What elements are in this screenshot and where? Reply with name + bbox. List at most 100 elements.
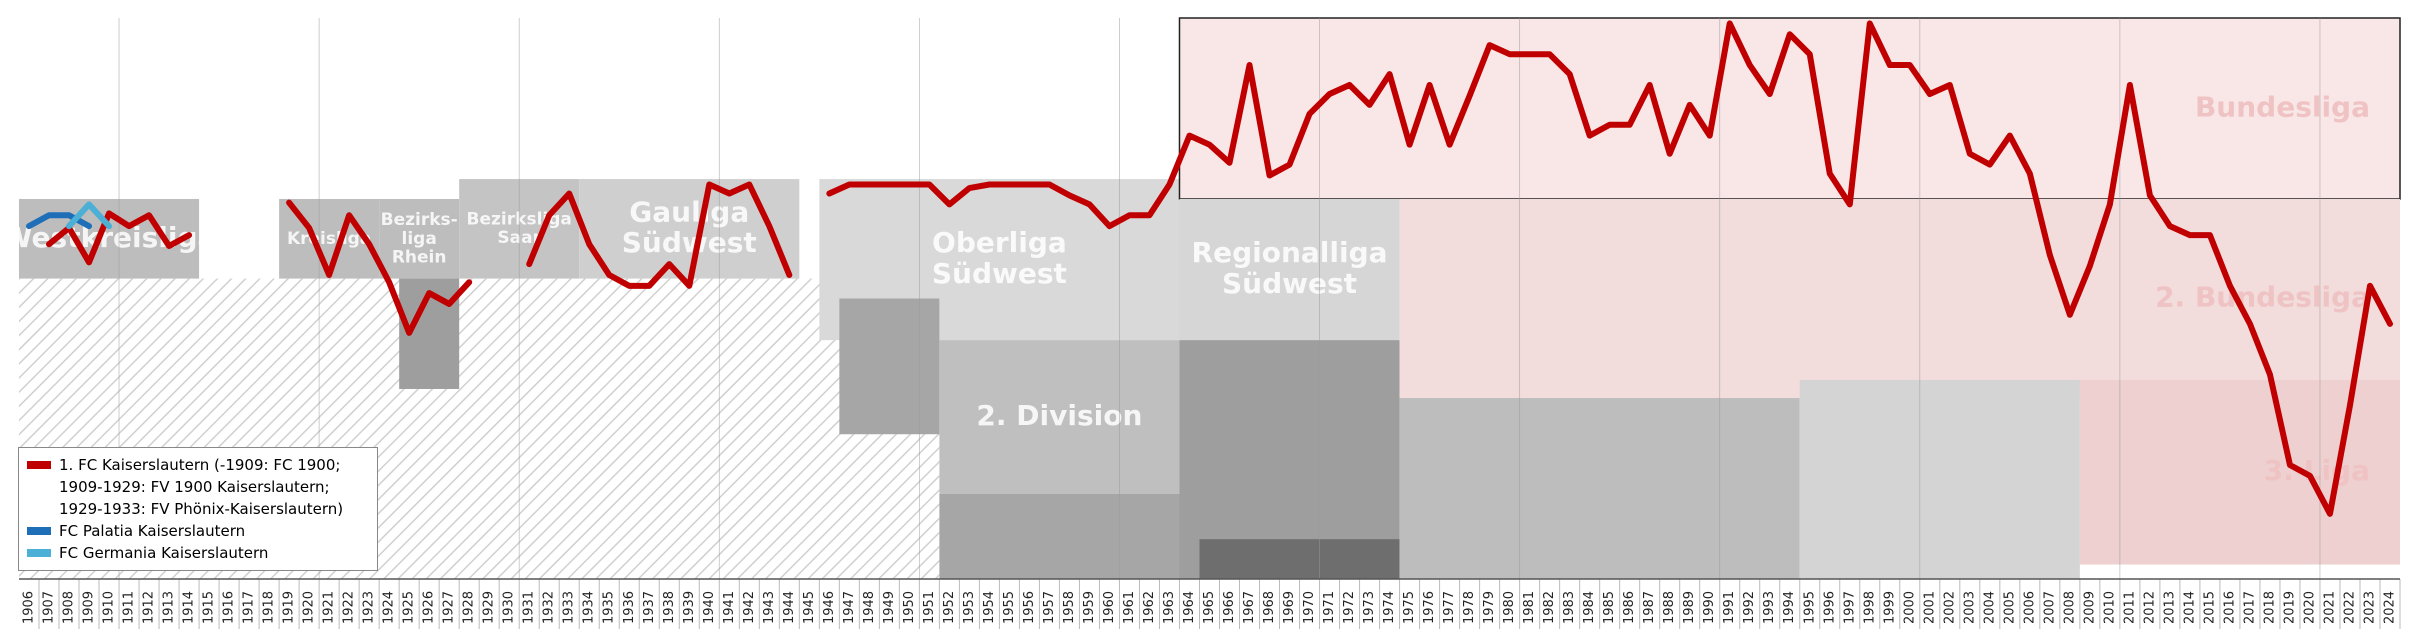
league-region <box>1179 18 2400 199</box>
region-label: 2. Division <box>976 399 1142 432</box>
x-tick-label: 1911 <box>122 591 137 624</box>
x-tick-label: 1910 <box>102 591 117 624</box>
league-region <box>1399 398 1800 579</box>
x-tick-label: 1944 <box>782 591 797 624</box>
x-tick-label: 2017 <box>2242 591 2257 624</box>
x-tick-label: 1962 <box>1142 591 1157 624</box>
league-region <box>579 179 800 279</box>
x-tick-label: 2016 <box>2222 591 2237 624</box>
x-tick-label: 2008 <box>2062 591 2077 624</box>
x-tick-label: 1926 <box>422 591 437 624</box>
league-region <box>379 198 460 279</box>
x-tick-label: 1916 <box>222 591 237 624</box>
legend-swatch <box>27 549 51 557</box>
x-tick-label: 2021 <box>2322 591 2337 624</box>
x-tick-label: 1956 <box>1022 591 1037 624</box>
x-tick-label: 1942 <box>742 591 757 624</box>
x-tick-label: 1907 <box>42 591 57 624</box>
x-tick-label: 1912 <box>142 591 157 624</box>
league-region <box>1799 379 2080 579</box>
x-tick-label: 1981 <box>1522 591 1537 624</box>
x-tick-label: 1994 <box>1782 591 1797 624</box>
x-tick-label: 2014 <box>2182 591 2197 624</box>
x-tick-label: 1915 <box>202 591 217 624</box>
x-tick-label: 1993 <box>1762 591 1777 624</box>
x-tick-label: 1925 <box>402 591 417 624</box>
x-tick-label: 1913 <box>162 591 177 624</box>
legend-label: 1. FC Kaiserslautern (-1909: FC 1900; 19… <box>59 456 344 518</box>
region-label: Kreisliga <box>287 229 371 249</box>
x-tick-label: 1906 <box>22 591 37 624</box>
x-tick-label: 1961 <box>1122 591 1137 624</box>
x-tick-label: 1934 <box>582 591 597 624</box>
x-tick-label: 1936 <box>622 591 637 624</box>
x-tick-label: 2012 <box>2142 591 2157 624</box>
x-tick-label: 1948 <box>862 591 877 624</box>
league-region <box>939 493 1180 579</box>
x-tick-label: 1979 <box>1482 591 1497 624</box>
x-tick-label: 2003 <box>1962 591 1977 624</box>
x-tick-label: 1986 <box>1622 591 1637 624</box>
x-tick-label: 2007 <box>2042 591 2057 624</box>
x-tick-label: 1964 <box>1182 591 1197 624</box>
x-tick-label: 1935 <box>602 591 617 624</box>
x-tick-label: 1952 <box>942 591 957 624</box>
series-line <box>26 212 93 230</box>
legend-entry: FC Germania Kaiserslautern <box>27 542 369 564</box>
x-tick-label: 1975 <box>1402 591 1417 624</box>
x-tick-label: 2015 <box>2202 591 2217 624</box>
x-tick-label: 1969 <box>1282 591 1297 624</box>
x-tick-label: 2004 <box>1982 591 1997 624</box>
x-tick-label: 1968 <box>1262 591 1277 624</box>
x-tick-label: 1967 <box>1242 591 1257 624</box>
region-label: Bundesliga <box>2195 90 2370 123</box>
x-tick-label: 2020 <box>2302 591 2317 624</box>
x-tick-label: 1996 <box>1822 591 1837 624</box>
x-tick-label: 1931 <box>522 591 537 624</box>
x-tick-label: 1930 <box>502 591 517 624</box>
region-label: Gauliga Südwest <box>622 195 757 259</box>
x-tick-label: 2018 <box>2262 591 2277 624</box>
series-line <box>66 201 113 230</box>
x-tick-label: 2005 <box>2002 591 2017 624</box>
x-tick-label: 1946 <box>822 591 837 624</box>
x-tick-label: 1923 <box>362 591 377 624</box>
x-tick-label: 1919 <box>282 591 297 624</box>
region-label: Oberliga Südwest <box>932 226 1067 290</box>
x-tick-label: 2023 <box>2362 591 2377 624</box>
x-tick-label: 1985 <box>1602 591 1617 624</box>
x-tick-label: 1980 <box>1502 591 1517 624</box>
x-tick-label: 1998 <box>1862 591 1877 624</box>
x-tick-label: 1966 <box>1222 591 1237 624</box>
x-tick-label: 1958 <box>1062 591 1077 624</box>
x-tick-label: 1908 <box>62 591 77 624</box>
legend: 1. FC Kaiserslautern (-1909: FC 1900; 19… <box>18 447 378 571</box>
x-tick-label: 2009 <box>2082 591 2097 624</box>
x-axis: 1906 1907 1908 1909 1910 1911 1912 1913 1914 1915… <box>19 578 2401 629</box>
region-label: Regionalliga Südwest <box>1192 236 1388 300</box>
league-region <box>839 298 940 435</box>
x-tick-label: 1955 <box>1002 591 1017 624</box>
x-tick-label: 1947 <box>842 591 857 624</box>
x-tick-label: 1987 <box>1642 591 1657 624</box>
x-tick-label: 2013 <box>2162 591 2177 624</box>
legend-swatch <box>27 461 51 469</box>
x-tick-label: 1941 <box>722 591 737 624</box>
x-tick-label: 1960 <box>1102 591 1117 624</box>
x-tick-label: 1938 <box>662 591 677 624</box>
x-tick-label: 1959 <box>1082 591 1097 624</box>
x-tick-label: 1945 <box>802 591 817 624</box>
x-tick-label: 1939 <box>682 591 697 624</box>
x-tick-label: 1940 <box>702 591 717 624</box>
x-tick-label: 1909 <box>82 591 97 624</box>
x-tick-label: 1982 <box>1542 591 1557 624</box>
x-tick-label: 1927 <box>442 591 457 624</box>
x-tick-label: 1928 <box>462 591 477 624</box>
x-tick-label: 1949 <box>882 591 897 624</box>
x-tick-label: 1977 <box>1442 591 1457 624</box>
legend-entry: 1. FC Kaiserslautern (-1909: FC 1900; 19… <box>27 454 369 520</box>
x-tick-label: 1953 <box>962 591 977 624</box>
x-tick-label: 1943 <box>762 591 777 624</box>
